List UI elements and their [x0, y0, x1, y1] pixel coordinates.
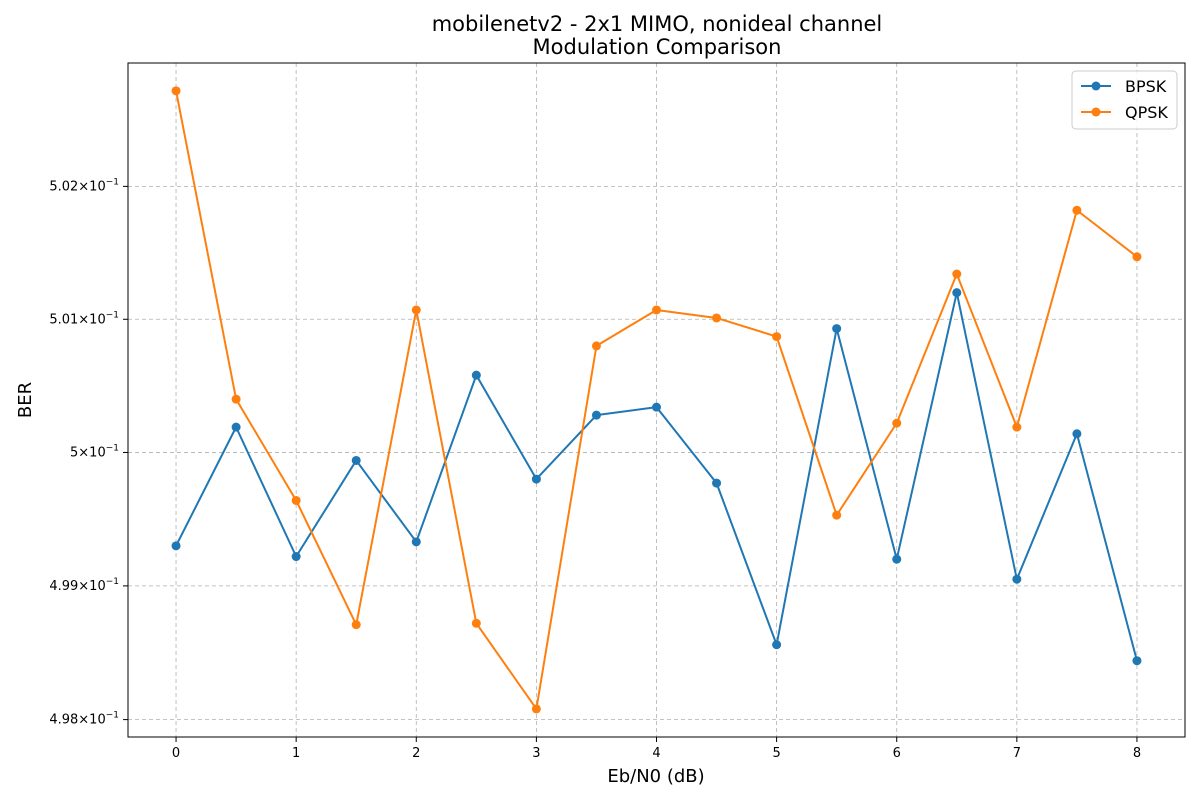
x-tick-label: 8: [1133, 746, 1141, 761]
data-point-bpsk: [652, 402, 661, 412]
data-point-qpsk: [351, 620, 361, 630]
data-point-bpsk: [712, 478, 722, 488]
chart-title-line1: mobilenetv2 - 2x1 MIMO, nonideal channel: [432, 12, 883, 36]
legend-qpsk-marker: [1091, 107, 1101, 117]
data-point-bpsk: [772, 640, 782, 650]
data-point-bpsk: [1012, 574, 1022, 584]
grid: [128, 63, 1185, 737]
data-point-bpsk: [471, 370, 481, 380]
x-tick-label: 6: [893, 746, 901, 761]
y-axis: 4.98×10−1 4.99×10−1 5×10−1 5.01×10−1 5.02×10…: [49, 177, 128, 728]
data-point-bpsk: [291, 552, 301, 562]
y-axis-label: BER: [15, 382, 36, 418]
data-point-bpsk: [1132, 656, 1142, 666]
x-axis: 0 1 2 3 4 5 6 7 8: [172, 737, 1141, 761]
legend-qpsk-label: QPSK: [1125, 103, 1168, 122]
series-group: [171, 86, 1142, 714]
data-point-bpsk: [832, 324, 842, 334]
y-tick-label: 5.01×10−1: [49, 310, 119, 327]
data-point-bpsk: [231, 422, 241, 432]
legend-bpsk-label: BPSK: [1125, 77, 1167, 96]
x-tick-label: 7: [1013, 746, 1021, 761]
y-tick-label: 5×10−1: [70, 443, 119, 460]
data-point-bpsk: [531, 474, 541, 484]
data-point-qpsk: [291, 495, 301, 505]
data-point-qpsk: [832, 510, 842, 520]
data-point-qpsk: [1132, 252, 1142, 262]
x-tick-label: 0: [172, 746, 180, 761]
chart-title-line2: Modulation Comparison: [533, 35, 782, 59]
data-point-bpsk: [351, 455, 361, 465]
data-point-qpsk: [1072, 205, 1082, 215]
data-point-qpsk: [772, 332, 782, 342]
data-point-bpsk: [1072, 429, 1082, 439]
data-point-bpsk: [591, 410, 601, 420]
x-tick-label: 3: [532, 746, 540, 761]
data-point-qpsk: [531, 704, 541, 714]
x-tick-label: 1: [292, 746, 300, 761]
data-point-bpsk: [411, 537, 421, 547]
x-tick-label: 5: [772, 746, 780, 761]
legend: BPSK QPSK: [1071, 70, 1178, 130]
x-axis-label: Eb/N0 (dB): [607, 766, 704, 787]
y-tick-label: 5.02×10−1: [49, 177, 119, 194]
y-tick-label: 4.99×10−1: [49, 577, 119, 594]
data-point-bpsk: [952, 288, 962, 298]
data-point-qpsk: [952, 269, 962, 279]
plot-frame: [127, 62, 1186, 738]
data-point-qpsk: [892, 418, 902, 428]
data-point-qpsk: [652, 305, 661, 315]
data-point-qpsk: [712, 313, 722, 323]
data-point-bpsk: [171, 541, 181, 551]
legend-bpsk-marker: [1091, 81, 1101, 91]
data-point-qpsk: [411, 305, 421, 315]
data-point-qpsk: [1012, 422, 1022, 432]
x-tick-label: 4: [652, 746, 660, 761]
data-point-qpsk: [591, 341, 601, 351]
x-tick-label: 2: [412, 746, 420, 761]
y-tick-label: 4.98×10−1: [49, 711, 119, 728]
data-point-bpsk: [892, 554, 902, 564]
data-point-qpsk: [171, 86, 181, 96]
data-point-qpsk: [471, 618, 481, 628]
data-point-qpsk: [231, 394, 241, 404]
